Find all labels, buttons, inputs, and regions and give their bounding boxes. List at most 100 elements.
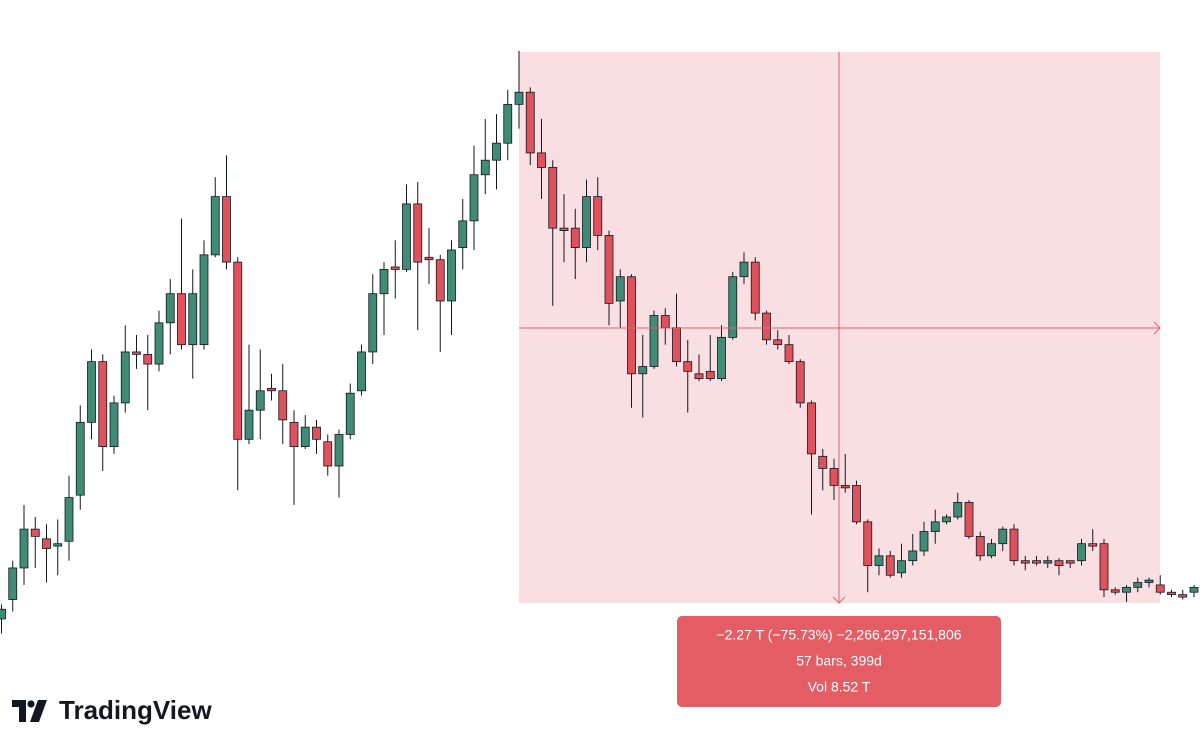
candle-body [784, 344, 794, 363]
candle-body [604, 235, 614, 304]
tooltip-volume: Vol 8.52 T [808, 679, 871, 695]
candle-body [368, 293, 378, 353]
candle-body [705, 370, 715, 380]
candle-body [233, 261, 243, 440]
candle-body [312, 426, 321, 440]
candle-body [334, 434, 344, 467]
candle-body [514, 91, 524, 105]
candle-body [1032, 560, 1041, 564]
candle-body [829, 468, 839, 486]
candle-body [1077, 543, 1086, 562]
candle-body [435, 259, 445, 302]
candle-body [53, 543, 63, 547]
candle-body [795, 361, 805, 404]
candle-body [154, 322, 164, 365]
candle-body [345, 392, 355, 435]
candle-body [852, 485, 861, 523]
candle-body [638, 366, 648, 375]
candle-body [998, 528, 1008, 545]
candle-body [885, 555, 895, 576]
candle-body [627, 276, 636, 375]
candle-body [64, 497, 74, 542]
candle-body [357, 351, 366, 392]
candle-body [390, 266, 400, 270]
candle-body [87, 361, 96, 423]
candle-body [593, 196, 603, 236]
candle-body [199, 254, 209, 346]
candle-body [98, 361, 108, 447]
candle-body [480, 159, 490, 176]
candle-body [919, 531, 929, 552]
candle-body [402, 203, 411, 270]
candle-body [1065, 560, 1075, 564]
tooltip-bars: 57 bars, 399d [796, 653, 882, 669]
candle-body [503, 103, 513, 144]
candle-body [1122, 586, 1131, 593]
candle-body [278, 390, 288, 421]
candle-body [188, 293, 198, 346]
candle-body [19, 528, 29, 569]
measure-arrow-right [1153, 321, 1161, 335]
candle-body [379, 269, 389, 295]
candle-body [964, 502, 974, 537]
candle-body [1043, 560, 1053, 564]
candle-body [132, 351, 141, 355]
candle-body [930, 521, 940, 532]
candle-body [109, 402, 119, 447]
candle-body [672, 327, 681, 363]
logo-slash [30, 700, 47, 722]
candle-body [649, 315, 659, 367]
candle-body [75, 421, 85, 496]
measure-tooltip: −2.27 T (−75.73%) −2,266,297,151,806 57 … [677, 616, 1001, 707]
candle-body [469, 174, 479, 222]
candle-body [323, 441, 333, 467]
candle-body [1099, 543, 1109, 591]
tooltip-box [677, 616, 1001, 707]
candle-body [1020, 560, 1030, 564]
tooltip-change: −2.27 T (−75.73%) −2,266,297,151,806 [716, 627, 961, 643]
candle-body [987, 543, 996, 557]
candle-body [773, 339, 783, 346]
candle-body [582, 196, 591, 248]
candle-body [728, 276, 738, 338]
candle-body [660, 315, 670, 329]
candle-body [559, 227, 569, 231]
candle-body [1009, 528, 1019, 562]
candle-body [953, 502, 963, 518]
candle-body [525, 91, 535, 154]
candle-body [165, 293, 175, 324]
candle-body [424, 256, 434, 261]
candle-body [222, 196, 231, 263]
candle-body [1088, 543, 1098, 547]
candle-body [615, 276, 625, 302]
candle-body [874, 555, 884, 566]
candle-body [840, 485, 850, 489]
candle-body [807, 402, 816, 455]
candle-body [244, 409, 254, 440]
candle-body [143, 353, 153, 365]
candle-body [1054, 560, 1064, 566]
candle-body [210, 196, 220, 256]
candle-body [492, 142, 501, 161]
measure-lines [519, 52, 1161, 604]
candle-body [570, 227, 580, 248]
candle-body [762, 312, 771, 341]
candle-body [1155, 584, 1165, 593]
logo-dot [27, 700, 35, 708]
candle-body [289, 421, 299, 447]
candle-body [683, 361, 693, 372]
candle-body [537, 152, 546, 168]
candle-body [42, 538, 51, 549]
candle-body [1178, 594, 1188, 598]
candle-body [458, 220, 468, 248]
candle-body [120, 351, 130, 404]
candle-body [694, 373, 704, 380]
candle-body [1110, 589, 1120, 593]
candle-body [908, 550, 918, 562]
candle-body [413, 203, 423, 263]
candle-body [300, 426, 310, 447]
candle-body [255, 390, 265, 411]
candle-body [1189, 586, 1199, 593]
